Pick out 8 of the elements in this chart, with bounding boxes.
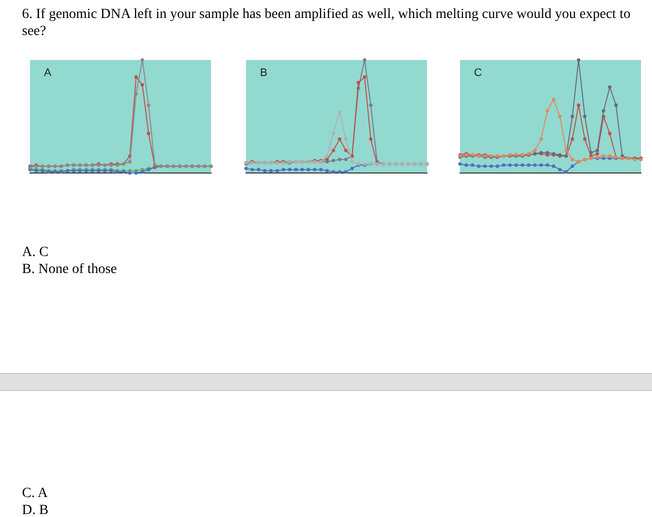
text: 6. If genomic DNA left in your sample has been amplified as well, which melting curve would you expect to see? (22, 6, 632, 40)
text: D. B (22, 502, 48, 517)
text: C. A (22, 485, 48, 502)
text: B. None of those (22, 261, 117, 278)
text: B (260, 67, 268, 79)
text: A (44, 67, 52, 79)
text: C (474, 67, 482, 79)
text: A. C (22, 244, 48, 261)
